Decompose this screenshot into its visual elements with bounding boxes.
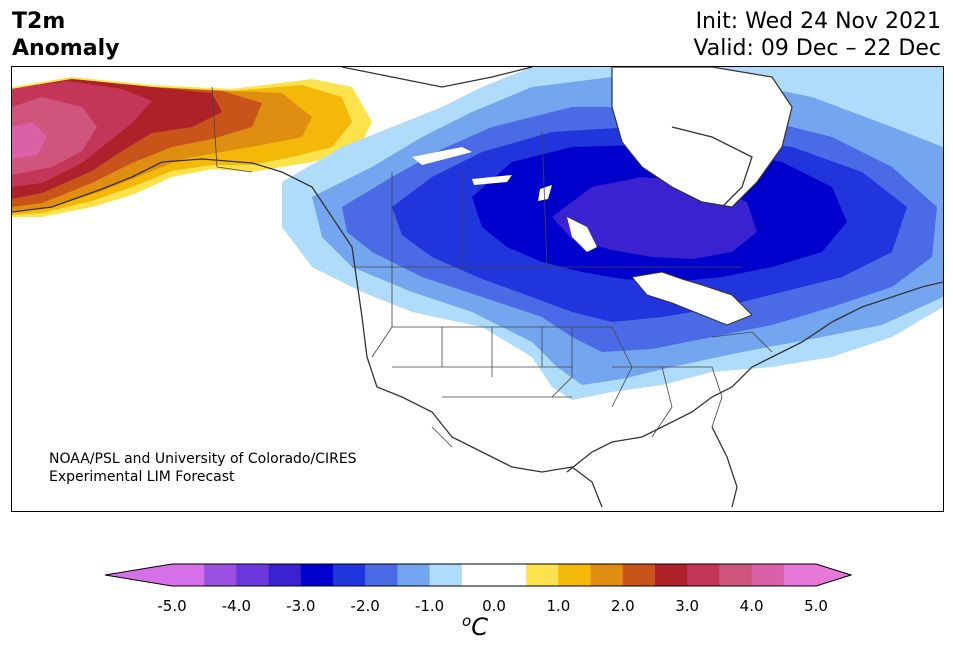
colorbar-segment: [204, 564, 237, 586]
alaska-magenta-region: [12, 122, 47, 159]
lake-white: [412, 147, 472, 165]
map-title: T2m Anomaly: [12, 8, 119, 62]
coastlines: [12, 67, 943, 508]
colorbar-tick-label: 5.0: [804, 597, 828, 615]
colorbar-segment: [429, 564, 463, 586]
lake-white-3: [538, 185, 552, 201]
colorbar-unit: oC: [462, 612, 488, 641]
colorbar-under-arrow: [105, 564, 172, 586]
colorbar-outline: [104, 563, 852, 587]
colorbar-segment: [268, 564, 302, 586]
colorbar-tick-label: 3.0: [675, 597, 700, 615]
colorbar-segment: [655, 564, 688, 586]
colorbar-tick-label: -1.0: [414, 597, 445, 615]
colorbar-over-arrow: [816, 564, 851, 586]
map-panel: [11, 66, 944, 512]
colorbar-segment: [300, 564, 334, 586]
colorbar-tick-label: -4.0: [221, 597, 252, 615]
colorbar-segment: [172, 564, 205, 586]
colorbar-segment: [590, 564, 624, 586]
anomaly-map: [12, 67, 943, 508]
credit-line-1: NOAA/PSL and University of Colorado/CIRE…: [49, 451, 357, 467]
forecast-dates: Init: Wed 24 Nov 2021 Valid: 09 Dec – 22…: [693, 8, 941, 62]
colorbar-segment: [397, 564, 431, 586]
colorbar-segment: [365, 564, 398, 586]
colorbar-tick-label: 0.0: [482, 597, 506, 615]
credit-line-2: Experimental LIM Forecast: [49, 469, 235, 485]
quantity-label: Anomaly: [12, 36, 120, 61]
political-borders: [211, 86, 773, 448]
colorbar-segment: [751, 564, 785, 586]
colorbar-segment: [783, 564, 817, 586]
lake-white-2: [472, 175, 512, 185]
colorbar-tick-label: -3.0: [286, 597, 316, 615]
colorbar-segment: [687, 564, 720, 586]
valid-dates: Valid: 09 Dec – 22 Dec: [693, 36, 941, 61]
colorbar-tick-label: 2.0: [610, 597, 635, 615]
init-date: Init: Wed 24 Nov 2021: [695, 9, 941, 34]
colorbar-segment: [494, 564, 527, 586]
colorbar: [104, 563, 852, 587]
colorbar-tick-label: -2.0: [350, 597, 380, 615]
great-lakes: [631, 271, 753, 326]
unit-letter: C: [471, 613, 488, 641]
colorbar-segment: [558, 564, 592, 586]
variable-label: T2m: [12, 9, 66, 34]
colorbar-segment: [719, 564, 753, 586]
credit-text: NOAA/PSL and University of Colorado/CIRE…: [49, 450, 357, 486]
colorbar-tick-label: 4.0: [739, 597, 764, 615]
hudson-island: [567, 217, 597, 252]
colorbar-segment: [461, 564, 495, 586]
colorbar-segment: [526, 564, 559, 586]
colorbar-segment: [236, 564, 270, 586]
unit-degree: o: [462, 612, 472, 630]
colorbar-segment: [333, 564, 366, 586]
colorbar-tick-label: 1.0: [546, 597, 571, 615]
colorbar-segment: [622, 564, 656, 586]
colorbar-tick-label: -5.0: [157, 597, 187, 615]
